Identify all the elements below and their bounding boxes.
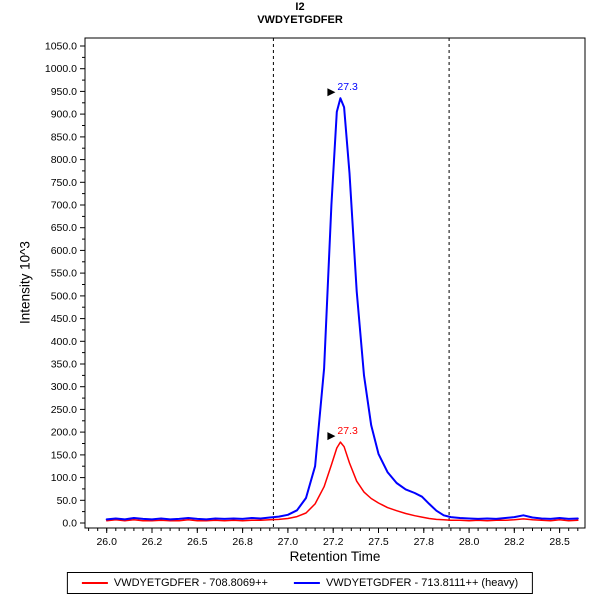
y-tick-label: 700.0	[51, 200, 77, 212]
y-tick-label: 500.0	[51, 290, 77, 302]
y-tick-label: 750.0	[51, 177, 77, 189]
legend-item-heavy: VWDYETGDFER - 713.8111++ (heavy)	[293, 577, 519, 589]
legend-label-light: VWDYETGDFER - 708.8069++	[113, 577, 268, 589]
peak-rt-label: 27.3	[337, 425, 358, 437]
x-tick-label: 26.2	[142, 536, 163, 548]
x-tick-label: 26.0	[96, 536, 117, 548]
y-tick-label: 800.0	[51, 154, 77, 166]
x-tick-label: 28.0	[459, 536, 480, 548]
y-tick-label: 450.0	[51, 313, 77, 325]
series-line-0	[105, 441, 579, 522]
x-tick-label: 26.8	[232, 536, 253, 548]
x-tick-label: 27.0	[278, 536, 299, 548]
chart-subtitle: VWDYETGDFER	[257, 14, 343, 26]
y-tick-label: 550.0	[51, 268, 77, 280]
legend: VWDYETGDFER - 708.8069++ VWDYETGDFER - 7…	[66, 572, 534, 594]
y-tick-label: 600.0	[51, 245, 77, 257]
series-line-1	[105, 97, 579, 521]
x-tick-label: 27.5	[368, 536, 389, 548]
y-axis-label: Intensity 10^3	[17, 241, 33, 324]
y-tick-label: 50.0	[57, 495, 78, 507]
x-tick-label: 28.5	[549, 536, 570, 548]
plot-border	[84, 37, 586, 529]
y-tick-label: 0.0	[62, 518, 77, 530]
x-tick-label: 27.8	[414, 536, 435, 548]
y-tick-label: 150.0	[51, 449, 77, 461]
legend-item-light: VWDYETGDFER - 708.8069++	[81, 577, 268, 589]
legend-line-sample-heavy	[293, 582, 320, 584]
peak-annotation: 27.3	[327, 81, 358, 97]
y-tick-label: 950.0	[51, 86, 77, 98]
y-tick-label: 850.0	[51, 131, 77, 143]
y-tick-label: 200.0	[51, 427, 77, 439]
peak-annotation: 27.3	[327, 425, 358, 441]
peak-arrow-icon	[327, 88, 336, 97]
peak-arrow-icon	[327, 432, 336, 441]
x-tick-label: 26.5	[187, 536, 208, 548]
chart-title: I2	[295, 1, 305, 13]
y-tick-label: 650.0	[51, 222, 77, 234]
y-tick-label: 900.0	[51, 109, 77, 121]
x-axis-label: Retention Time	[289, 549, 381, 564]
x-axis: 26.0 26.2 26.5 26.8 27.0 27.2 27.5 27.8 28.0 28.2…	[88, 528, 579, 548]
legend-line-sample-light	[81, 582, 108, 584]
y-axis: 0.0 50.0 100.0 150.0 200.0 250.0 300.0 350.0 400…	[45, 41, 85, 530]
peak-rt-label: 27.3	[337, 81, 358, 93]
y-tick-label: 400.0	[51, 336, 77, 348]
y-tick-label: 300.0	[51, 381, 77, 393]
y-tick-label: 1000.0	[45, 63, 77, 75]
x-tick-label: 28.2	[504, 536, 525, 548]
y-tick-label: 250.0	[51, 404, 77, 416]
y-tick-label: 350.0	[51, 359, 77, 371]
legend-label-heavy: VWDYETGDFER - 713.8111++ (heavy)	[325, 577, 519, 589]
y-tick-label: 1050.0	[45, 41, 77, 53]
x-tick-label: 27.2	[323, 536, 344, 548]
y-tick-label: 100.0	[51, 472, 77, 484]
